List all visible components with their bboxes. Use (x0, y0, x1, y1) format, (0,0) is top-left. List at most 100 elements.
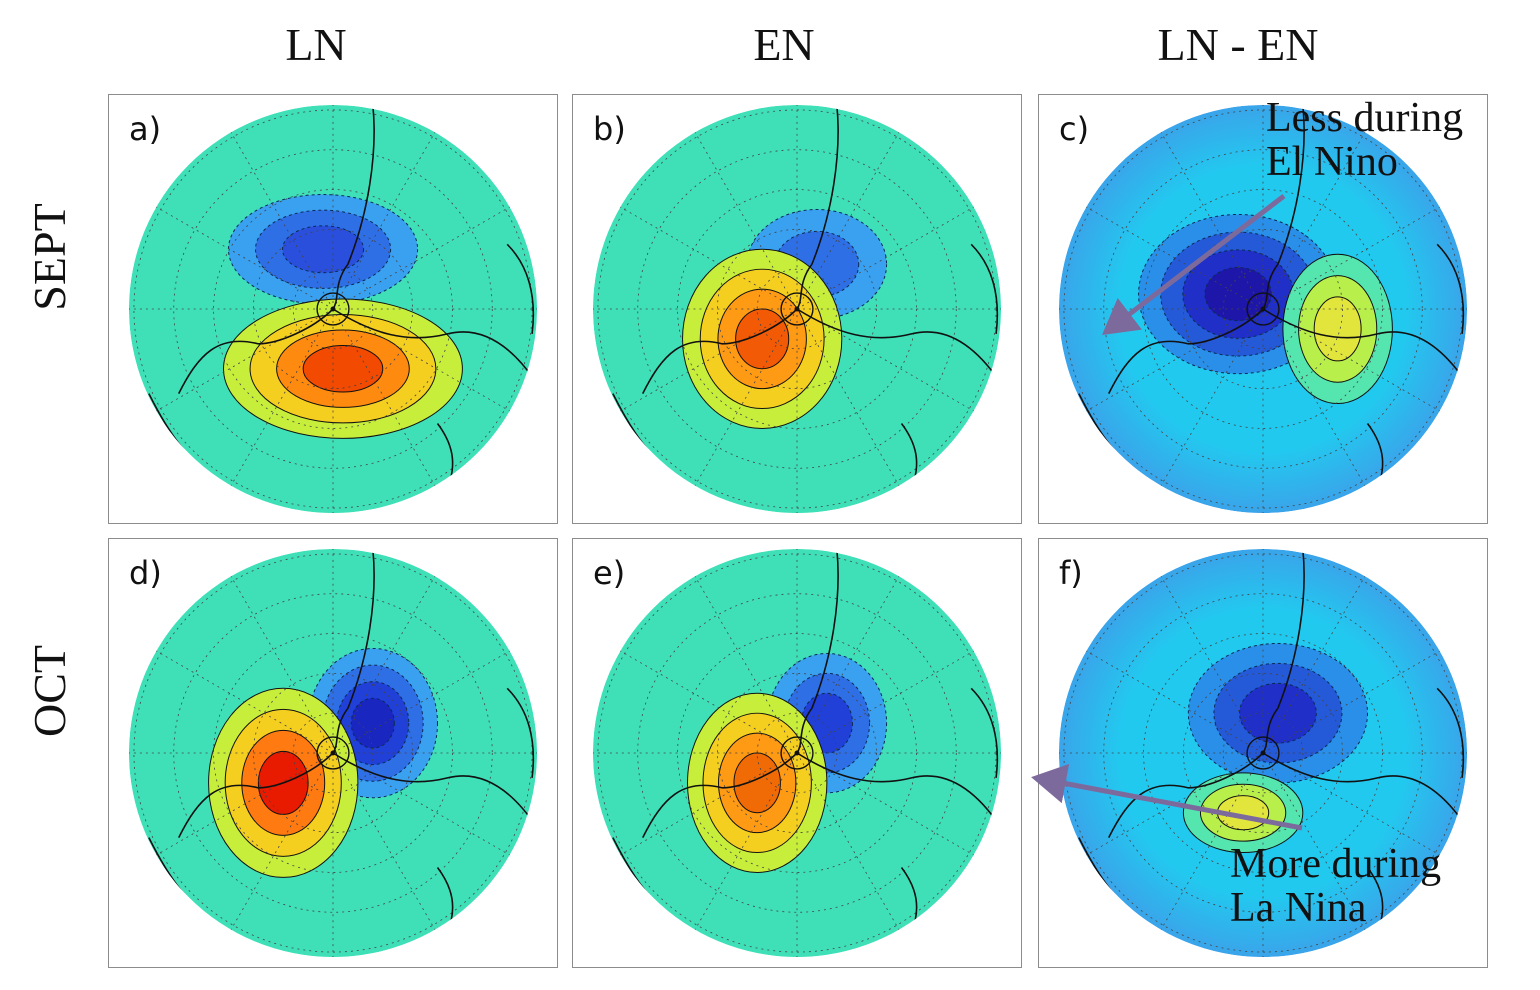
latitude-circle (292, 712, 374, 794)
coastline (796, 548, 839, 754)
panel-letter-e: e) (589, 553, 634, 597)
longitude-line (694, 308, 798, 486)
longitude-line (1262, 308, 1366, 486)
latitude-circle (756, 712, 838, 794)
latitude-circle (1103, 149, 1423, 469)
latitude-circle (1103, 593, 1423, 913)
longitude-line (156, 206, 334, 310)
longitude-line (1262, 752, 1440, 856)
pole-point (1260, 306, 1266, 312)
high-contour (302, 344, 384, 393)
longitude-line (332, 308, 436, 486)
high-contour (735, 308, 790, 370)
high-contour (1313, 296, 1362, 362)
column-header-ln: LN (285, 19, 347, 70)
coastline (332, 548, 375, 754)
longitude-line (332, 576, 436, 754)
pole-ring (316, 292, 350, 326)
latitude-circle (173, 149, 493, 469)
polar-map-e (592, 548, 1002, 958)
panel-letter-c: c) (1055, 109, 1098, 153)
coastline (332, 104, 375, 310)
longitude-line (620, 752, 798, 856)
coastline (332, 752, 538, 829)
panel-d: d) (108, 538, 558, 968)
pole-ring (780, 292, 814, 326)
longitude-line (1086, 308, 1264, 412)
longitude-line (1262, 752, 1366, 930)
panel-letter-d: d) (125, 553, 170, 597)
pole-point (794, 750, 800, 756)
longitude-line (156, 308, 334, 412)
panel-a: a) (108, 94, 558, 524)
column-header-en: EN (753, 19, 815, 70)
coastline (1262, 548, 1305, 754)
longitude-line (796, 308, 974, 412)
row-header-sept: SEPT (24, 203, 75, 311)
coastline (1436, 687, 1465, 778)
high-contour (733, 752, 781, 814)
longitude-line (694, 576, 798, 754)
coastline (796, 104, 839, 310)
longitude-line (694, 132, 798, 310)
coastline (506, 243, 535, 334)
coastline (970, 687, 999, 778)
latitude-circle (1222, 712, 1304, 794)
longitude-line (1160, 576, 1264, 754)
panel-e: e) (572, 538, 1022, 968)
latitude-circle (292, 268, 374, 350)
pole-ring (1246, 736, 1280, 770)
latitude-circle (1182, 672, 1344, 834)
longitude-line (796, 308, 900, 486)
coastline (1436, 243, 1465, 334)
longitude-line (796, 752, 974, 856)
pole-point (794, 306, 800, 312)
longitude-line (796, 576, 900, 754)
annotation-more-during-la-nina: More during La Nina (1230, 841, 1442, 931)
longitude-line (796, 206, 974, 310)
polar-map-d (128, 548, 538, 958)
longitude-line (156, 752, 334, 856)
pole-ring (780, 736, 814, 770)
longitude-line (230, 752, 334, 930)
latitude-circle (173, 593, 493, 913)
coastline (332, 308, 538, 385)
panel-letter-b: b) (589, 109, 634, 153)
coastline (642, 308, 798, 394)
panel-letter-f: f) (1055, 553, 1091, 597)
annotation-less-during-el-nino: Less during El Nino (1266, 95, 1464, 185)
coastline (178, 308, 334, 394)
longitude-line (332, 752, 436, 930)
low-contour (1204, 267, 1272, 322)
longitude-line (1262, 650, 1440, 754)
coastline (796, 752, 1002, 829)
longitude-line (796, 650, 974, 754)
longitude-line (332, 752, 510, 856)
longitude-line (230, 576, 334, 754)
longitude-line (332, 206, 510, 310)
longitude-line (332, 132, 436, 310)
longitude-line (332, 308, 510, 412)
longitude-line (620, 650, 798, 754)
coastline (970, 243, 999, 334)
longitude-line (1262, 206, 1440, 310)
latitude-circle (1182, 228, 1344, 390)
low-contour (1239, 682, 1317, 744)
coastline (642, 752, 798, 838)
longitude-line (230, 132, 334, 310)
panel-letter-a: a) (125, 109, 170, 153)
coastline (796, 308, 1002, 385)
low-contour (350, 697, 395, 749)
longitude-line (1160, 308, 1264, 486)
high-contour (1217, 795, 1270, 831)
latitude-circle (716, 228, 878, 390)
pole-point (1260, 750, 1266, 756)
coastline (506, 687, 535, 778)
longitude-line (230, 308, 334, 486)
pole-ring (316, 736, 350, 770)
latitude-circle (1063, 109, 1463, 509)
longitude-line (1262, 576, 1366, 754)
longitude-line (1160, 752, 1264, 930)
column-header-ln-minus-en: LN - EN (1157, 19, 1319, 70)
panel-f: f) (1038, 538, 1488, 968)
